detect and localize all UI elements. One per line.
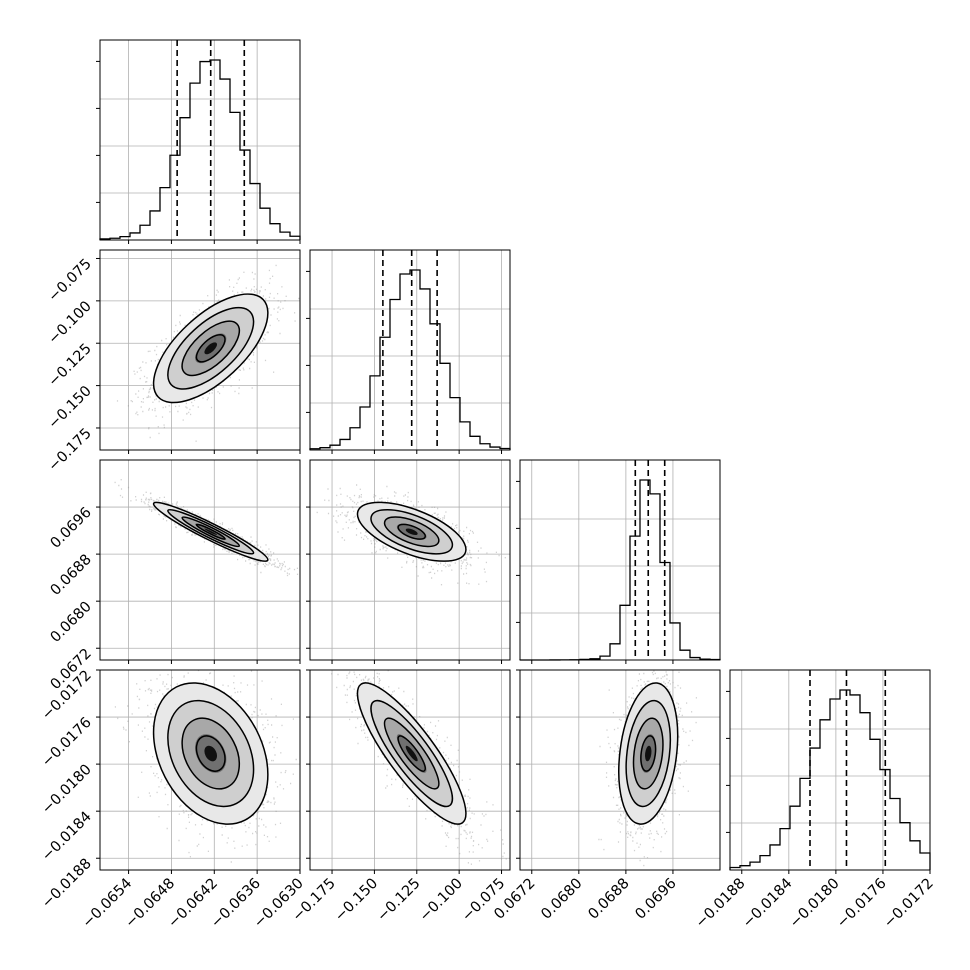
scatter-points [114, 479, 299, 577]
contour-line [181, 717, 241, 790]
contour-line [195, 333, 226, 363]
contour-line [167, 306, 255, 390]
contour-line [397, 735, 427, 772]
density-band [405, 528, 418, 536]
panels-layer [96, 39, 931, 874]
y-tick-label-3-2: −0.0180 [39, 762, 95, 818]
contour-line [383, 516, 440, 548]
panel-frame [309, 669, 511, 871]
panel-frame [99, 459, 301, 661]
y-tick-label-2-2: 0.0688 [48, 552, 95, 599]
y-tick-label-1-1: −0.150 [46, 383, 95, 432]
y-tick-label-1-3: −0.100 [46, 298, 95, 347]
contour-line [195, 735, 226, 772]
contour-line [356, 501, 467, 562]
contour-line [640, 735, 657, 772]
contour-line [195, 523, 226, 540]
density-band [645, 745, 652, 762]
panel-frame [309, 249, 511, 451]
panel-frame [519, 669, 721, 871]
y-tick-label-2-1: 0.0680 [48, 599, 95, 646]
contour-line [152, 293, 269, 404]
contour-line [181, 320, 241, 377]
scatter-points [310, 484, 506, 586]
y-tick-label-2-3: 0.0696 [48, 505, 95, 552]
x-tick-label-3-2: −0.0180 [787, 876, 843, 932]
contour-line [397, 523, 427, 540]
histogram-step-line [99, 59, 301, 240]
x-tick-label-1-2: −0.125 [374, 876, 423, 925]
contour-line [167, 508, 255, 555]
contour-line [383, 717, 440, 790]
y-tick-label-3-0: −0.0188 [39, 856, 95, 912]
x-tick-label-2-3: 0.0696 [633, 876, 680, 923]
panel-frame [99, 669, 301, 871]
x-tick-label-1-3: −0.100 [417, 876, 466, 925]
contour-line [167, 699, 255, 808]
histogram-panel-0 [96, 39, 301, 244]
scatter-panel-3-0 [96, 669, 301, 874]
contour-line [152, 682, 269, 825]
panel-frame [729, 669, 931, 871]
x-tick-label-3-4: −0.0172 [881, 876, 937, 932]
y-tick-label-3-1: −0.0184 [39, 809, 95, 865]
contour-line [356, 682, 467, 825]
scatter-panel-3-1 [306, 669, 511, 874]
scatter-panel-2-0 [96, 459, 301, 664]
density-band [405, 745, 418, 762]
panel-frame [99, 249, 301, 451]
panel-frame [309, 459, 511, 661]
density-band [204, 342, 218, 355]
x-tick-label-3-0: −0.0188 [693, 876, 749, 932]
x-tick-label-2-1: 0.0680 [538, 876, 585, 923]
panel-frame [519, 459, 721, 661]
scatter-panel-2-1 [306, 459, 511, 664]
scatter-panel-1-0 [96, 249, 301, 454]
scatter-points [114, 670, 300, 863]
scatter-points [331, 670, 507, 865]
x-tick-label-2-2: 0.0688 [586, 876, 633, 923]
contour-line [152, 501, 269, 562]
density-band [204, 745, 217, 762]
contour-line [618, 682, 679, 825]
contour-line [625, 699, 672, 808]
contour-line [370, 508, 454, 555]
contour-line [632, 717, 664, 790]
scatter-panel-3-2 [516, 669, 721, 874]
panel-frame [99, 39, 301, 241]
x-tick-label-1-1: −0.150 [332, 876, 381, 925]
y-tick-label-1-4: −0.075 [46, 256, 95, 305]
histogram-panel-3 [726, 669, 931, 874]
contour-line [370, 699, 454, 808]
scatter-points [116, 264, 300, 442]
y-tick-label-3-3: −0.0176 [39, 715, 95, 771]
histogram-panel-1 [306, 249, 511, 454]
histogram-panel-2 [516, 459, 721, 664]
panel-background [310, 250, 510, 450]
histogram-step-line [309, 269, 511, 450]
histogram-step-line [729, 689, 931, 870]
y-tick-label-1-2: −0.125 [46, 341, 95, 390]
x-tick-label-3-3: −0.0176 [834, 876, 890, 932]
x-tick-label-3-1: −0.0184 [740, 876, 796, 932]
y-tick-label-1-0: −0.175 [46, 425, 95, 474]
panel-background [310, 460, 510, 660]
density-band [204, 528, 217, 535]
contour-line [181, 516, 241, 548]
scatter-points [598, 670, 697, 867]
